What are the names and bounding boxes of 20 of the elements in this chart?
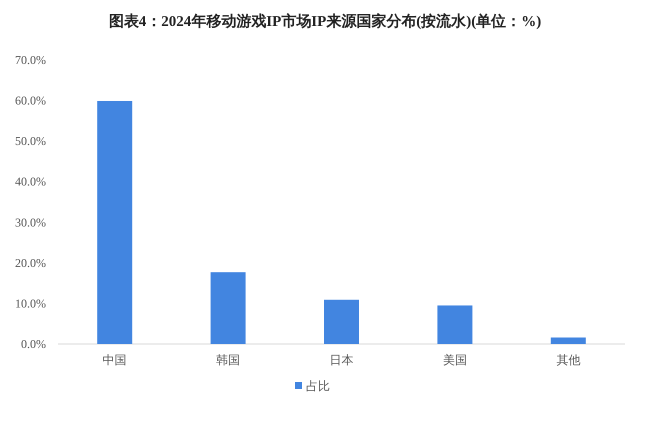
y-tick-label: 60.0% xyxy=(15,94,46,108)
bar xyxy=(210,272,246,344)
y-tick-label: 30.0% xyxy=(15,215,46,230)
y-tick-label: 40.0% xyxy=(15,174,46,189)
chart-title: 图表4：2024年移动游戏IP市场IP来源国家分布(按流水)(单位：%) xyxy=(108,12,542,30)
bar xyxy=(97,100,132,344)
x-tick-label: 日本 xyxy=(330,353,354,367)
x-tick-label: 美国 xyxy=(442,353,467,367)
bar xyxy=(437,305,472,344)
y-tick-label: 10.0% xyxy=(15,296,46,310)
x-tick-label: 其他 xyxy=(556,353,580,367)
y-tick-label: 0.0% xyxy=(21,337,46,351)
y-tick-label: 50.0% xyxy=(15,134,46,148)
y-tick-label: 70.0% xyxy=(15,53,46,67)
x-tick-label: 中国 xyxy=(102,353,127,367)
legend-label: 占比 xyxy=(306,379,330,393)
x-tick-label: 韩国 xyxy=(216,353,240,367)
bar xyxy=(550,338,586,344)
bar xyxy=(324,300,359,344)
y-tick-label: 20.0% xyxy=(15,256,46,270)
